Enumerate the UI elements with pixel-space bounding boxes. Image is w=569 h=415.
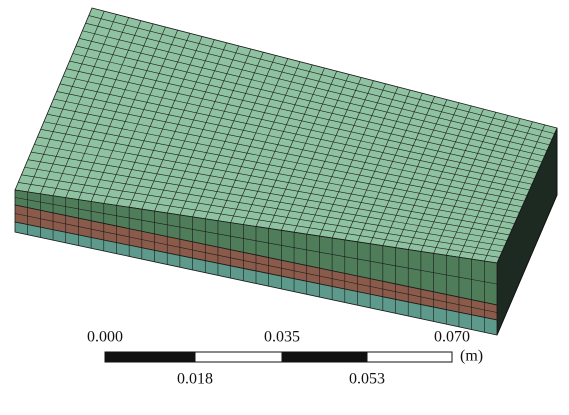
scale-segment bbox=[195, 352, 282, 362]
scale-segment bbox=[282, 352, 367, 362]
scale-label: 0.070 bbox=[434, 329, 470, 346]
scale-label: 0.053 bbox=[349, 371, 385, 388]
scale-label: 0.000 bbox=[87, 329, 123, 346]
scale-label: 0.035 bbox=[264, 329, 300, 346]
scale-unit: (m) bbox=[460, 348, 483, 365]
scale-bar: 0.000 0.035 0.070 0.018 0.053 (m) bbox=[87, 329, 483, 388]
mesh-view: 0.000 0.035 0.070 0.018 0.053 (m) bbox=[0, 0, 569, 415]
mesh bbox=[15, 8, 557, 335]
scale-segment bbox=[367, 352, 452, 362]
scale-segment bbox=[105, 352, 195, 362]
scale-label: 0.018 bbox=[177, 371, 213, 388]
